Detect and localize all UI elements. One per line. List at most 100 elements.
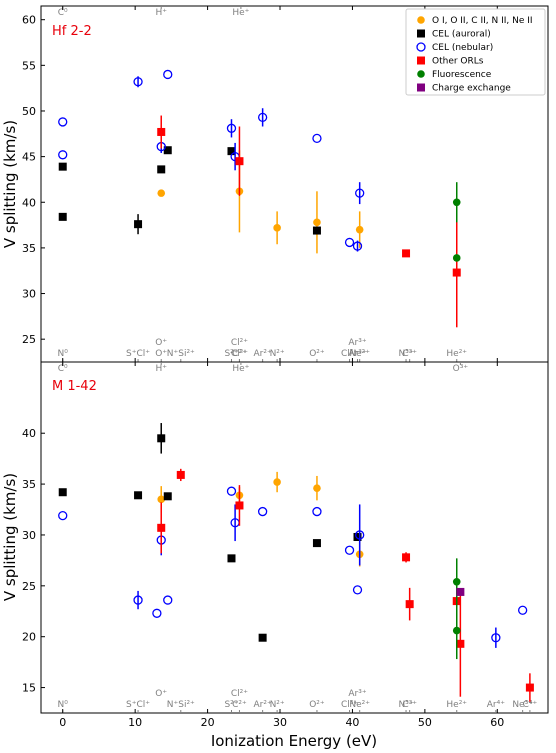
y-axis-ticks: 25 30 35 40 45 50 55 60 [22, 14, 45, 346]
data-point [157, 189, 166, 197]
ion-marker-label: N²⁺ [270, 349, 285, 359]
data-point [352, 241, 363, 251]
panel-title: M 1-42 [52, 379, 97, 394]
x-tick-label: 40 [345, 716, 359, 729]
data-point [58, 510, 68, 521]
legend-label: O I, O II, C II, N II, Ne II [432, 16, 533, 26]
legend-marker [417, 56, 425, 65]
data-point [157, 165, 166, 174]
data-point [456, 639, 465, 648]
data-point [163, 595, 173, 605]
y-tick-label: 40 [22, 196, 36, 209]
data-point [352, 585, 363, 595]
data-point [227, 147, 236, 156]
ion-marker-label: S²⁺ [224, 700, 238, 710]
data-point [133, 77, 143, 87]
data-point [402, 249, 411, 258]
y-tick-label: 40 [22, 427, 36, 440]
data-point [355, 225, 364, 234]
ion-marker-label: He²⁺ [446, 700, 467, 710]
data-point [405, 600, 414, 609]
data-point [227, 554, 236, 563]
ion-marker-label: O⁺ [155, 349, 167, 359]
ion-marker-label: N²⁺ [270, 700, 285, 710]
data-point [491, 633, 501, 643]
data-point [353, 532, 362, 541]
data-point [235, 157, 244, 166]
data-point [312, 226, 321, 235]
ion-marker-label: Cl²⁺ [231, 349, 248, 359]
data-point [257, 506, 268, 517]
ion-marker-label: Ar²⁺ [254, 349, 272, 359]
y-tick-label: 60 [22, 14, 36, 27]
legend-marker [417, 83, 425, 92]
ion-marker-label: H⁺ [155, 8, 167, 18]
data-point [152, 608, 162, 618]
ion-marker-label: C³⁺ [402, 700, 417, 710]
ion-marker-label: He⁺ [232, 364, 249, 374]
data-point [355, 530, 365, 540]
y-axis-title-bottom: V splitting (km/s) [1, 473, 19, 601]
data-point [58, 212, 67, 221]
ion-marker-label: O⁺ [155, 338, 167, 348]
data-point [157, 434, 166, 443]
legend-label: Other ORLs [432, 57, 484, 67]
data-point [235, 501, 244, 510]
y-axis-title-top: V splitting (km/s) [1, 120, 19, 248]
data-point [452, 626, 461, 635]
y-tick-label: 20 [22, 631, 36, 644]
ion-marker-label: Ar³⁺ [348, 349, 366, 359]
data-point [176, 470, 185, 479]
data-point [344, 545, 355, 555]
legend-label: CEL (auroral) [432, 30, 491, 40]
ion-marker-label: He²⁺ [446, 349, 467, 359]
ion-marker-label: N⁰ [58, 349, 69, 359]
ion-markers-bottom: N⁰ S⁺Cl⁺ N⁺Si²⁺ S²⁺C²⁺ Ar²⁺N²⁺ O²⁺ Cl³⁺Ne²⁺ N³⁺… [58, 689, 537, 713]
legend-marker [416, 42, 426, 52]
ion-marker-label: S⁺Cl⁺ [126, 349, 150, 359]
data-point [456, 587, 465, 596]
ion-marker-label: Cl²⁺ [231, 338, 248, 348]
y-axis-ticks: 15 20 25 30 35 40 [22, 427, 45, 695]
ion-marker-label: C²⁺ [232, 700, 247, 710]
ion-marker-label: Ne²⁺ [349, 700, 370, 710]
data-point [402, 553, 411, 562]
y-tick-label: 45 [22, 151, 36, 164]
panel-hf-2-2: Hf 2-2 C⁰ H⁺ He⁺ N⁰ S⁺Cl⁺ O⁺ N⁺Si²⁺ S²⁺Cl²⁺C²⁺… [22, 5, 549, 363]
data-point [313, 218, 321, 227]
data-point [452, 268, 461, 277]
ion-marker-label: O³⁺ [453, 364, 469, 374]
ion-marker-label: Ne²⁺ [349, 349, 370, 359]
x-tick-label: 10 [128, 716, 142, 729]
ion-marker-label: Ar²⁺ [254, 700, 272, 710]
ion-marker-label: Ar⁴⁺ [487, 700, 505, 710]
y-tick-label: 35 [22, 478, 36, 491]
ion-marker-label: O⁺ [155, 689, 167, 699]
data-point [58, 150, 68, 160]
data-point [312, 539, 321, 548]
ion-marker-label: Ne³⁺ [512, 700, 533, 710]
data-point [452, 198, 461, 207]
ion-marker-label: Cl³⁺ [341, 349, 358, 359]
ion-marker-label: N³⁺ [398, 700, 413, 710]
y-tick-label: 25 [22, 580, 36, 593]
ion-marker-label: Cl³⁺ [341, 700, 358, 710]
ion-marker-label: O²⁺ [309, 349, 325, 359]
ion-marker-label: S⁺Cl⁺ [126, 700, 150, 710]
data-point [157, 495, 166, 504]
data-point [258, 633, 267, 642]
data-point [273, 478, 281, 486]
data-point [58, 488, 67, 497]
data-points [58, 423, 534, 702]
y-tick-label: 55 [22, 59, 36, 72]
data-point [163, 69, 173, 80]
ion-marker-label: Ar³⁺ [348, 338, 366, 348]
data-point [257, 112, 268, 123]
x-axis-title: Ionization Energy (eV) [211, 732, 377, 750]
ion-marker-label: C³⁺ [402, 349, 417, 359]
y-tick-label: 25 [22, 333, 36, 346]
data-point [273, 224, 281, 232]
ion-markers-top: C⁰ H⁺ He⁺ O³⁺ [58, 362, 469, 374]
legend-marker [417, 29, 425, 38]
